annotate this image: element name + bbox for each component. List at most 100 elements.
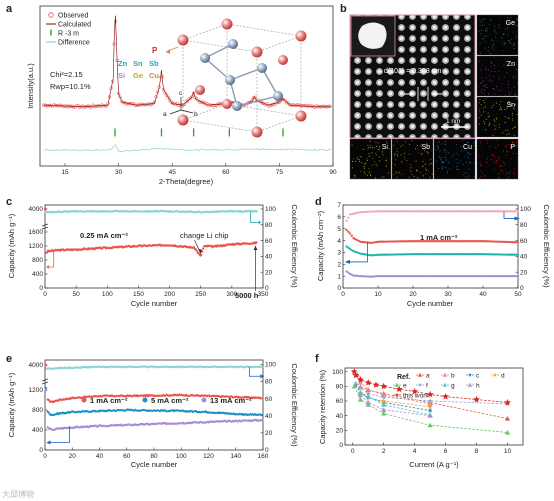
ce-axis-arrow-e [248, 366, 261, 377]
ce-point-d [387, 210, 390, 213]
ce-point-d [403, 210, 406, 213]
areal-capacity-point [418, 253, 422, 256]
edx-dot [508, 176, 510, 178]
edx-dot [376, 145, 377, 147]
edx-dot [498, 71, 500, 72]
edx-dot [447, 176, 449, 178]
legend-marker-e-2 [142, 397, 148, 403]
areal-capacity-point [420, 240, 423, 243]
areal-capacity-point [443, 240, 446, 243]
edx-map-label: Si [382, 144, 389, 151]
ce-point-d [497, 210, 500, 213]
areal-capacity-point [455, 253, 458, 256]
ce-point-d [406, 210, 409, 213]
x-axis-label-e: Cycle number [131, 460, 178, 469]
areal-capacity-point [488, 253, 492, 256]
edx-dot [360, 170, 361, 172]
edx-dot [512, 120, 514, 122]
retention-marker-g [365, 394, 371, 399]
ce-axis-arrowhead-d [514, 216, 520, 221]
duration-arrowhead [253, 246, 258, 250]
areal-capacity-point [446, 240, 450, 243]
areal-capacity-point [397, 240, 401, 243]
x-axis-label-d: Cycle number [407, 299, 454, 308]
edx-dot [494, 93, 496, 95]
areal-capacity-point [474, 253, 478, 256]
areal-capacity-point [462, 240, 465, 243]
edx-dot [423, 175, 425, 177]
edx-dot [394, 164, 396, 166]
edx-dot [514, 168, 516, 170]
edx-dot [479, 142, 481, 144]
legend-label-difference: Difference [58, 40, 90, 47]
areal-capacity-point [511, 241, 514, 244]
edx-dot [378, 160, 380, 162]
edx-dot [484, 18, 486, 20]
edx-dot [488, 75, 490, 77]
areal-capacity-point [422, 240, 425, 243]
edx-dot [494, 67, 496, 69]
ce-point-d [431, 210, 434, 213]
areal-capacity-point [459, 274, 462, 278]
areal-capacity-point [361, 252, 364, 256]
edx-dot [500, 17, 502, 19]
legend-label-f: b [451, 373, 455, 380]
areal-capacity-point [410, 253, 413, 256]
retention-marker-h [381, 407, 387, 412]
edx-dot [498, 158, 500, 160]
areal-capacity-point [494, 274, 497, 278]
x-tick-label: 10 [374, 291, 382, 298]
retention-marker-b [427, 401, 433, 407]
edx-dot [490, 61, 492, 63]
edx-dot [379, 147, 381, 149]
edx-dot [493, 43, 495, 45]
areal-capacity-point [352, 250, 355, 253]
edx-dot [413, 175, 415, 177]
edx-dot [368, 156, 370, 157]
edx-dot [493, 25, 495, 27]
capacity-point-e [261, 418, 264, 421]
edx-dot [516, 98, 518, 100]
edx-dot [493, 124, 495, 126]
areal-capacity-point [418, 240, 422, 243]
ce-point-d [499, 210, 502, 213]
observed-point [321, 104, 325, 108]
observed-point [328, 104, 332, 109]
edx-dot [500, 166, 501, 167]
edx-dot [508, 101, 510, 102]
retention-marker-this-work [504, 398, 511, 406]
edx-dot [514, 174, 516, 176]
edx-dot [478, 117, 480, 119]
edx-dot [505, 146, 507, 148]
edx-dot [498, 173, 500, 174]
edx-dot [492, 88, 494, 90]
edx-dot [456, 158, 458, 160]
areal-capacity-point [467, 274, 471, 278]
retention-line-d [360, 393, 431, 408]
y2-tick-label: 40 [520, 254, 528, 261]
edx-dot [481, 29, 483, 31]
ce-point-d [427, 210, 430, 213]
edx-dot [464, 172, 466, 173]
edx-dot [446, 151, 448, 153]
retention-marker-h [365, 399, 371, 405]
legend-marker-f [417, 382, 423, 387]
edx-dot [494, 64, 496, 66]
edx-dot [492, 45, 494, 47]
y-axis-label-a: Intensity(a.u.) [26, 63, 35, 109]
areal-capacity-point [406, 253, 409, 256]
edx-dot [466, 161, 468, 163]
ce-point-d [501, 210, 504, 213]
ce-point-e [261, 366, 264, 369]
ce-point-d [483, 210, 486, 213]
edx-dot [509, 171, 511, 173]
edx-dot [488, 115, 490, 117]
capacity-point-e [261, 397, 264, 400]
edx-dot [393, 144, 395, 146]
x-tick-label: 300 [226, 291, 237, 298]
areal-capacity-point [345, 245, 348, 248]
observed-point [52, 103, 56, 107]
edx-dot [436, 141, 438, 143]
edx-dot [507, 27, 508, 29]
areal-capacity-point [490, 274, 493, 278]
